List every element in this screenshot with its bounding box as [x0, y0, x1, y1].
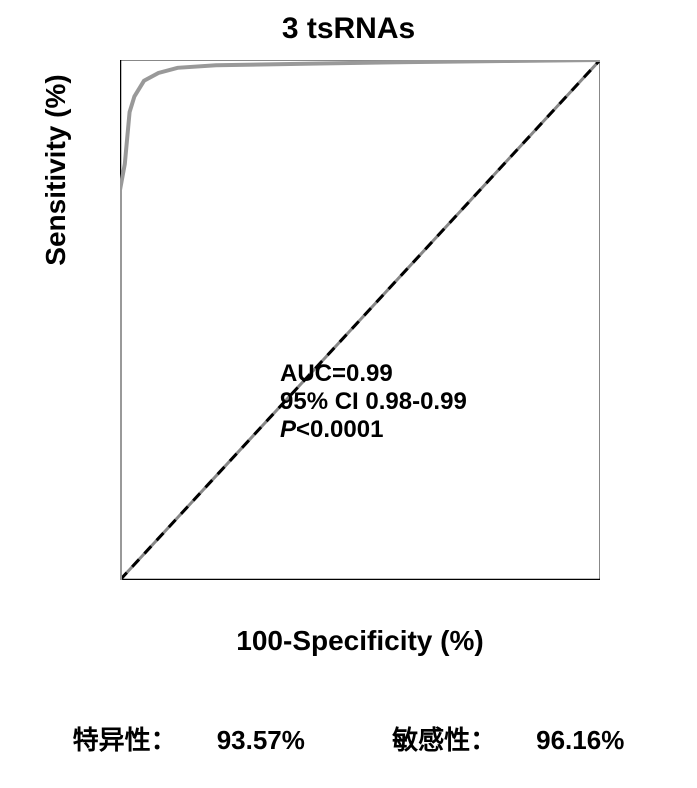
chart-title: 3 tsRNAs [0, 12, 697, 46]
sensitivity-value: 96.16% [536, 725, 624, 755]
specificity-value: 93.57% [217, 725, 305, 755]
sensitivity-label: 敏感性： [392, 725, 496, 755]
specificity-stat: 特异性： 93.57% [53, 725, 332, 755]
ci-text: 95% CI 0.98-0.99 [280, 388, 467, 416]
stats-annotation: AUC=0.99 95% CI 0.98-0.99 P<0.0001 [280, 360, 467, 444]
pvalue-value: <0.0001 [296, 416, 383, 443]
pvalue-symbol: P [280, 416, 296, 443]
pvalue-text: P<0.0001 [280, 416, 467, 444]
x-axis-title: 100-Specificity (%) [120, 625, 600, 657]
roc-plot: 020406080100 020406080100 [120, 60, 600, 580]
footer-stats: 特异性： 93.57% 敏感性： 96.16% [0, 720, 697, 757]
auc-text: AUC=0.99 [280, 360, 467, 388]
y-axis-title: Sensitivity (%) [40, 20, 72, 320]
specificity-label: 特异性： [73, 725, 177, 755]
sensitivity-stat: 敏感性： 96.16% [372, 725, 644, 755]
